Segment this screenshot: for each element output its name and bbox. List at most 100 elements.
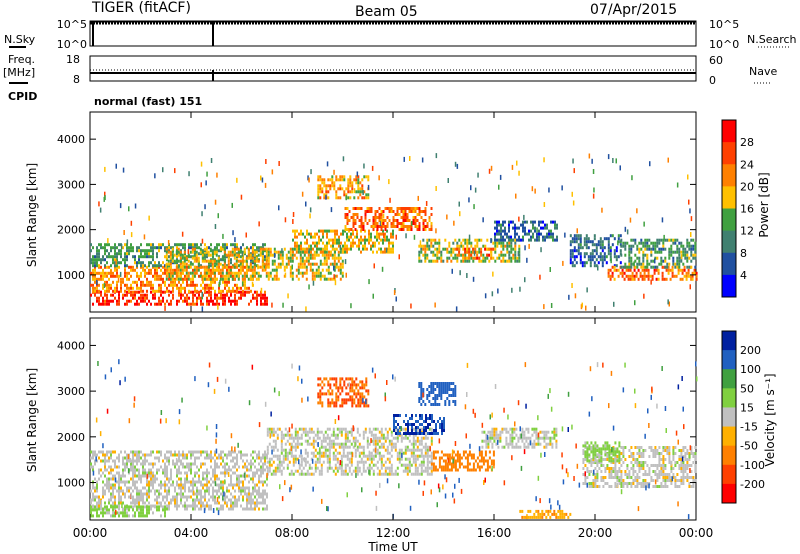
heatmap-cell	[172, 293, 174, 297]
heatmap-cell	[324, 436, 327, 440]
heatmap-cell	[106, 293, 108, 297]
heatmap-cell	[378, 457, 381, 461]
scatter-echo	[240, 194, 243, 200]
heatmap-cell	[92, 450, 94, 454]
heatmap-cell	[164, 271, 166, 275]
scatter-echo	[200, 182, 202, 188]
heatmap-cell	[116, 283, 118, 287]
heatmap-cell	[136, 271, 138, 275]
heatmap-cell	[370, 207, 373, 210]
scatter-echo	[498, 184, 500, 190]
heatmap-cell	[220, 492, 222, 496]
heatmap-cell	[273, 268, 276, 272]
heatmap-cell	[534, 238, 536, 242]
heatmap-cell	[196, 265, 198, 269]
heatmap-cell	[334, 448, 337, 452]
heatmap-cell	[257, 259, 260, 263]
heatmap-cell	[220, 271, 222, 275]
scatter-echo	[667, 299, 669, 305]
scatter-echo	[292, 219, 294, 224]
scatter-echo	[214, 199, 217, 205]
heatmap-cell	[408, 210, 411, 213]
scatter-echo	[543, 157, 545, 163]
heatmap-cell	[306, 247, 308, 251]
heatmap-cell	[536, 235, 538, 239]
heatmap-cell	[300, 232, 302, 236]
heatmap-cell	[124, 495, 126, 499]
scatter-echo	[435, 186, 437, 191]
heatmap-cell	[108, 483, 110, 487]
heatmap-cell	[374, 241, 376, 245]
heatmap-cell	[142, 264, 144, 268]
heatmap-cell	[213, 259, 216, 263]
heatmap-cell	[98, 468, 100, 472]
heatmap-cell	[130, 293, 132, 297]
heatmap-cell	[136, 274, 138, 278]
heatmap-cell	[204, 504, 206, 508]
heatmap-cell	[276, 448, 279, 452]
heatmap-cell	[264, 507, 266, 511]
heatmap-cell	[298, 442, 301, 446]
heatmap-cell	[184, 296, 186, 300]
heatmap-cell	[325, 253, 328, 257]
heatmap-cell	[138, 477, 140, 481]
heatmap-cell	[691, 277, 694, 281]
heatmap-cell	[280, 463, 283, 467]
heatmap-cell	[248, 501, 250, 505]
heatmap-cell	[178, 453, 180, 457]
heatmap-cell	[328, 451, 331, 455]
heatmap-cell	[488, 259, 491, 263]
heatmap-cell	[322, 433, 325, 437]
heatmap-cell	[643, 271, 646, 275]
heatmap-cell	[96, 501, 98, 505]
heatmap-cell	[392, 472, 395, 476]
heatmap-cell	[692, 253, 695, 257]
heatmap-cell	[593, 261, 596, 265]
heatmap-cell	[195, 256, 198, 260]
heatmap-cell	[278, 466, 281, 470]
heatmap-cell	[160, 299, 162, 303]
heatmap-cell	[638, 256, 641, 260]
scatter-echo	[574, 293, 577, 299]
heatmap-cell	[692, 244, 695, 248]
heatmap-cell	[92, 271, 94, 275]
heatmap-cell	[280, 472, 283, 476]
heatmap-cell	[569, 240, 572, 244]
scatter-echo	[633, 261, 635, 267]
scatter-echo	[491, 291, 494, 297]
heatmap-cell	[686, 259, 689, 263]
heatmap-cell	[106, 480, 108, 484]
heatmap-cell	[420, 216, 423, 219]
heatmap-cell	[266, 427, 269, 431]
heatmap-cell	[468, 253, 471, 257]
heatmap-cell	[251, 250, 254, 254]
heatmap-cell	[212, 280, 214, 284]
heatmap-cell	[314, 466, 317, 470]
heatmap-cell	[96, 508, 98, 512]
heatmap-cell	[344, 469, 347, 473]
heatmap-cell	[110, 293, 112, 297]
heatmap-cell	[295, 274, 298, 278]
heatmap-cell	[254, 290, 256, 294]
heatmap-cell	[126, 249, 128, 253]
heatmap-cell	[394, 448, 397, 452]
heatmap-cell	[214, 474, 216, 478]
heatmap-cell	[264, 492, 266, 496]
heatmap-cell	[420, 247, 423, 251]
heatmap-cell	[172, 459, 174, 463]
heatmap-cell	[175, 259, 178, 263]
heatmap-cell	[273, 247, 276, 251]
heatmap-cell	[186, 302, 188, 306]
heatmap-cell	[146, 280, 148, 284]
heatmap-cell	[372, 472, 375, 476]
heatmap-cell	[146, 492, 148, 496]
heatmap-cell	[412, 210, 415, 213]
heatmap-cell	[104, 299, 106, 303]
heatmap-cell	[291, 274, 294, 278]
heatmap-cell	[126, 258, 128, 262]
heatmap-cell	[309, 268, 312, 272]
heatmap-cell	[169, 253, 172, 257]
heatmap-cell	[248, 286, 250, 290]
heatmap-cell	[206, 471, 208, 475]
